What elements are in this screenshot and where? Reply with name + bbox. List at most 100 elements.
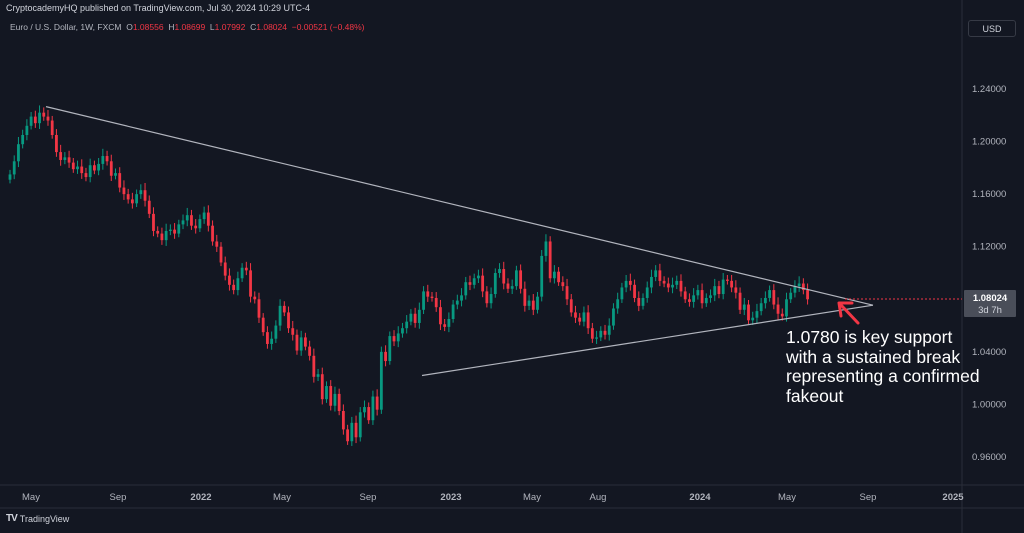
candle [249,263,252,303]
candle-body [700,290,704,304]
candle-body [443,324,447,327]
candle-body [498,269,501,273]
candle [270,331,274,350]
candle [329,380,333,411]
candle [80,159,84,179]
candle-body [569,299,573,313]
candle [624,274,628,293]
candle [434,292,438,312]
candle-body [658,270,662,281]
candle-body [430,296,434,298]
candle [515,265,518,290]
candle-body [341,411,345,430]
candle [8,169,12,184]
candle [55,129,58,157]
candle-body [662,280,666,284]
tradingview-logo: TV [6,513,18,524]
candle [261,313,265,336]
candle [316,368,320,382]
candle [67,150,71,168]
candle [586,305,590,334]
candle-body [628,280,632,285]
candle [590,322,594,343]
candle-body [789,292,793,300]
candle-body [228,275,231,285]
candle [688,293,691,307]
candle-body [489,294,493,304]
candle-body [616,299,620,309]
candle-body [561,282,565,287]
candle [396,326,400,348]
y-tick-label: 1.00000 [972,399,1006,410]
candle [253,291,257,304]
tradingview-footer[interactable]: TV TradingView [6,513,69,524]
candle-body [603,330,607,335]
candle-body [696,290,700,296]
candle-body [468,282,472,285]
candle-body [93,165,96,171]
candle [341,404,345,435]
y-tick-label: 1.16000 [972,189,1006,200]
candle [734,280,738,299]
candle [384,345,387,367]
candle-body [645,287,649,298]
candle-body [25,125,29,135]
candle-body [780,313,784,317]
candle-body [88,165,92,178]
candle-body [367,407,371,421]
candle [223,256,227,281]
candle [156,226,160,238]
candle [464,276,468,300]
candle-body [350,422,354,442]
candle-body [460,295,463,301]
candle [101,148,105,170]
high-label: H [168,22,175,32]
candle [595,330,598,344]
candle [751,311,755,326]
candle [430,292,434,302]
y-tick-label: 1.20000 [972,137,1006,148]
candle [607,318,611,341]
candle-body [717,286,721,295]
candle-body [464,282,468,296]
candle [114,168,117,180]
countdown-label: 3d 7h [978,305,1002,316]
candle-body [143,190,147,201]
y-tick-label: 1.04000 [972,347,1006,358]
candle-body [485,291,489,304]
candle [599,326,603,342]
candle-body [371,396,375,421]
candle [785,292,788,322]
candle-body [312,355,316,377]
candle [232,279,236,295]
candle [679,274,683,297]
candle [582,306,586,327]
candle-body [574,312,577,318]
candle-body [742,304,746,310]
candle-body [190,215,193,226]
candle-body [130,199,134,204]
candle-body [177,224,181,234]
candle [358,407,362,442]
candle [42,107,46,121]
candle-body [565,286,569,300]
candle [173,223,176,239]
candle-body [493,273,497,295]
candle [540,250,544,302]
candle [675,275,679,290]
candle [287,306,290,333]
low-label: L [209,22,215,32]
candle [713,278,717,302]
candle [654,265,658,282]
candle-body [139,190,143,195]
candle-body [147,200,151,214]
x-tick-label: May [22,492,40,503]
candle-body [675,280,679,285]
candle-body [46,116,50,121]
candle-body [21,135,25,145]
candle [628,273,632,291]
candle-body [519,270,523,289]
currency-button[interactable]: USD [968,20,1016,37]
candle [118,167,122,193]
